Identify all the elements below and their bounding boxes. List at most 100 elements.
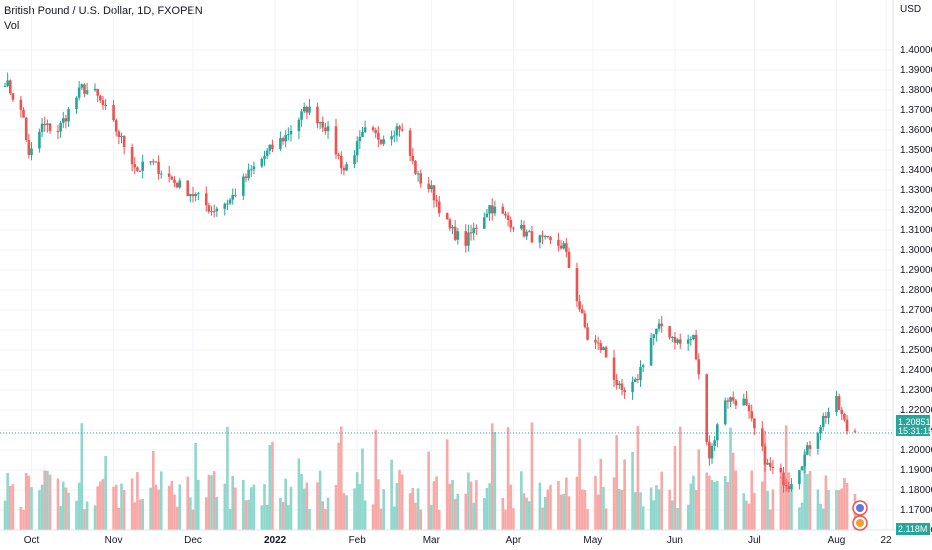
candle-body	[117, 131, 121, 137]
volume-bar	[337, 442, 340, 530]
price-tick-label: 1.30000	[900, 245, 932, 256]
price-tick-label: 1.36000	[900, 125, 932, 136]
candlesticks	[3, 72, 857, 493]
volume-bar	[173, 494, 176, 530]
volume-bar	[731, 452, 735, 530]
candle-body	[342, 167, 346, 171]
volume-bar	[464, 493, 468, 530]
candle-body	[345, 164, 348, 171]
volume-bar	[520, 471, 523, 530]
volume-bar	[710, 479, 714, 530]
volume-bar	[395, 482, 399, 530]
volume-bar	[151, 450, 155, 530]
candle-body	[305, 106, 309, 113]
candle-body	[260, 158, 264, 167]
volume-bar	[101, 478, 105, 530]
candle-body	[379, 139, 383, 144]
volume-bar	[11, 484, 15, 530]
time-tick-label: Jun	[667, 535, 683, 546]
volume-bar	[234, 487, 237, 530]
candle-body	[525, 231, 528, 237]
candle-body	[768, 462, 772, 468]
volume-bar	[318, 470, 322, 530]
price-tick-label: 1.28000	[900, 285, 932, 296]
candle-body	[300, 111, 303, 120]
economic-events[interactable]	[852, 500, 868, 531]
volume-bar	[56, 478, 60, 530]
candle-body	[27, 140, 31, 155]
volume-bar	[618, 488, 621, 530]
volume-bar	[27, 475, 31, 530]
candle-body	[6, 80, 9, 86]
candle-body	[596, 342, 600, 344]
candle-body	[668, 326, 671, 338]
volume-bar	[747, 503, 751, 530]
price-tick-label: 1.18000	[900, 485, 932, 496]
time-axis[interactable]: Oct Nov Dec 2022 Feb Mar Apr May Jun Jul Aug 22	[24, 535, 892, 546]
candle-body	[398, 126, 401, 130]
candle-body	[742, 398, 746, 406]
candle-body	[530, 231, 534, 243]
candle-body	[194, 194, 197, 197]
time-tick-label: 22	[880, 535, 892, 546]
candle-body	[382, 139, 385, 144]
candle-body	[83, 84, 86, 94]
candle-body	[631, 381, 634, 393]
volume-bar	[355, 472, 359, 530]
volume-bar	[726, 481, 730, 530]
volume-bar	[448, 483, 452, 530]
candle-body	[580, 309, 584, 314]
candle-body	[61, 118, 65, 123]
volume-bar	[159, 471, 163, 530]
candle-body	[612, 357, 616, 380]
candle-body	[67, 109, 70, 122]
price-axis[interactable]: 1.160001.170001.180001.190001.200001.210…	[900, 45, 932, 536]
volume-bar	[541, 507, 544, 530]
volume-bar	[316, 482, 319, 530]
volume-bar	[136, 472, 139, 530]
candle-body	[623, 390, 626, 393]
candle-body	[766, 462, 769, 465]
volume-bar	[210, 475, 213, 530]
volume-bar	[117, 507, 121, 530]
candle-body	[173, 179, 176, 183]
candle-body	[371, 127, 375, 131]
volume-bar	[557, 481, 560, 530]
volume-bar	[504, 509, 507, 530]
volume-bar	[623, 459, 626, 530]
price-tick-label: 1.31000	[900, 225, 932, 236]
volume-bar	[485, 487, 489, 530]
volume-bar	[38, 490, 41, 530]
volume-bar	[636, 426, 640, 530]
volume-bar	[586, 509, 589, 530]
candle-body	[853, 431, 857, 433]
candle-body	[178, 180, 182, 188]
volume-bar	[3, 500, 7, 530]
price-tick-label: 1.22000	[900, 405, 932, 416]
candle-body	[400, 129, 404, 131]
volume-bar	[244, 500, 248, 530]
volume-bar	[689, 483, 693, 530]
candle-body	[633, 378, 637, 382]
candle-body	[845, 419, 849, 432]
candle-body	[279, 138, 282, 149]
volume-bar	[790, 488, 793, 530]
volume-bar	[8, 485, 12, 530]
time-tick-label: Apr	[506, 535, 522, 546]
candle-body	[657, 323, 661, 329]
volume-bar	[22, 509, 25, 530]
candle-body	[170, 176, 174, 180]
volume-bar	[133, 502, 137, 530]
volume-bar	[798, 507, 801, 530]
candle-body	[268, 144, 272, 151]
candle-body	[723, 400, 727, 425]
volume-bar	[170, 480, 174, 530]
candle-body	[38, 131, 41, 149]
candle-body	[835, 396, 838, 413]
price-tick-label: 1.26000	[900, 325, 932, 336]
candle-body	[501, 206, 505, 214]
candle-body	[22, 109, 25, 118]
time-tick-label: Mar	[423, 535, 441, 546]
volume-bar	[400, 474, 404, 530]
